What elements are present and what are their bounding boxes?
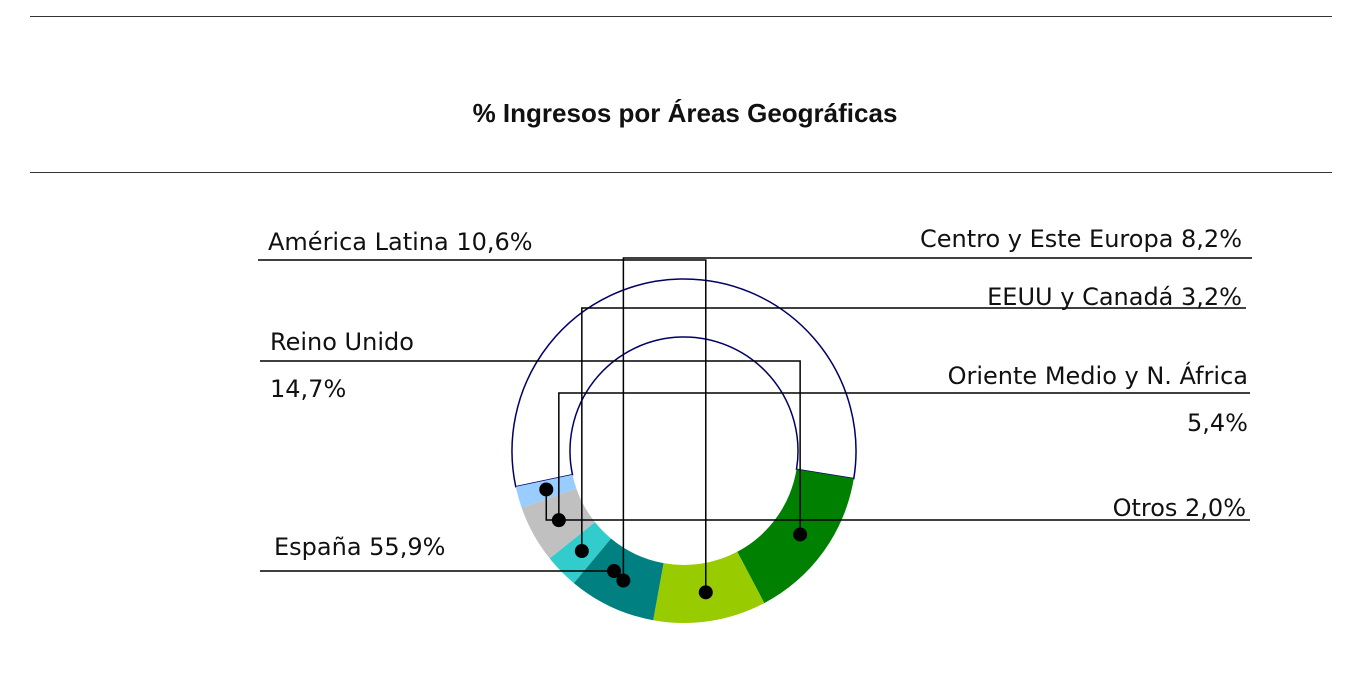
chart-title: % Ingresos por Áreas Geográficas xyxy=(472,98,898,128)
bottom-divider xyxy=(30,172,1332,173)
slice-label: Oriente Medio y N. África xyxy=(948,361,1248,390)
slice-value-label: 5,4% xyxy=(1187,409,1248,437)
slice-label: Reino Unido xyxy=(270,328,414,356)
leader-line xyxy=(622,257,1252,581)
slice-value-label: 14,7% xyxy=(270,375,346,403)
leader-line xyxy=(258,259,707,593)
leader-line xyxy=(581,307,1246,552)
slice-label: EEUU y Canadá 3,2% xyxy=(987,283,1242,311)
slice-label: España 55,9% xyxy=(274,533,445,561)
slice-label: Centro y Este Europa 8,2% xyxy=(920,225,1242,253)
leader-line xyxy=(545,489,1250,521)
leader-line xyxy=(260,360,801,535)
slice-españa xyxy=(511,278,857,488)
top-divider xyxy=(30,16,1332,17)
slice-label: Otros 2,0% xyxy=(1113,494,1246,522)
leader-line xyxy=(558,392,1250,521)
slice-label: América Latina 10,6% xyxy=(268,228,533,256)
